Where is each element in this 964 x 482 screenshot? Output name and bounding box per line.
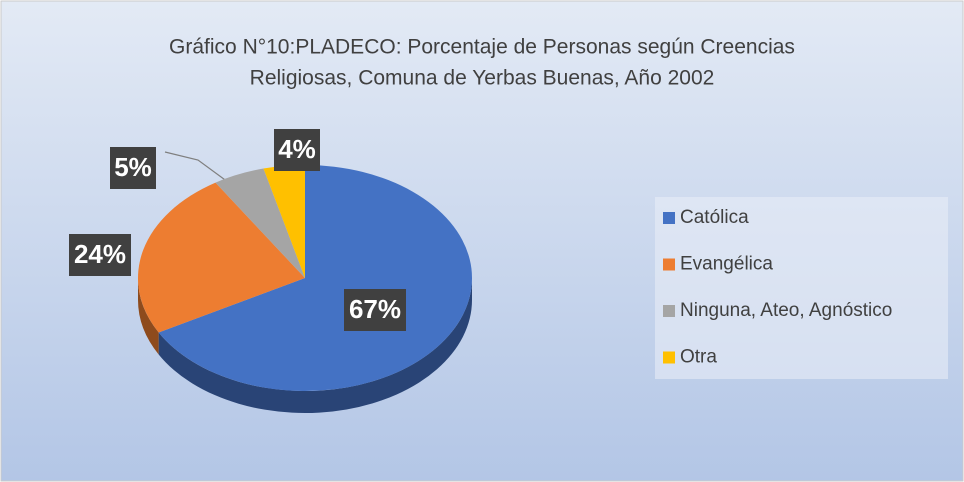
chart-title: Gráfico N°10:PLADECO: Porcentaje de Pers… bbox=[169, 36, 795, 59]
data-label: 24% bbox=[74, 239, 126, 269]
data-label: 5% bbox=[114, 152, 152, 182]
data-label-box bbox=[110, 147, 156, 189]
chart-title: Religiosas, Comuna de Yerbas Buenas, Año… bbox=[250, 67, 715, 90]
data-label-box bbox=[69, 234, 131, 276]
legend-label: Católica bbox=[680, 207, 749, 228]
data-label-box bbox=[274, 129, 320, 171]
legend-box bbox=[655, 197, 948, 379]
pie-slice-side bbox=[158, 278, 472, 414]
legend-swatch bbox=[663, 351, 675, 364]
pie-slice bbox=[137, 182, 305, 333]
legend-swatch bbox=[663, 305, 675, 317]
legend-label: Ninguna, Ateo, Agnóstico bbox=[680, 300, 892, 321]
legend-label: Otra bbox=[680, 347, 717, 368]
legend-swatch bbox=[663, 258, 675, 271]
data-label: 4% bbox=[278, 134, 316, 164]
legend-label: Evangélica bbox=[680, 254, 773, 275]
pie-slice bbox=[158, 165, 472, 391]
legend-swatch bbox=[663, 212, 675, 224]
leader-line bbox=[164, 151, 233, 186]
pie-slice-side bbox=[138, 278, 159, 355]
data-label: 67% bbox=[349, 294, 401, 324]
pie-slice bbox=[263, 165, 305, 278]
pie-slice bbox=[215, 168, 305, 278]
data-label-box bbox=[344, 289, 406, 331]
